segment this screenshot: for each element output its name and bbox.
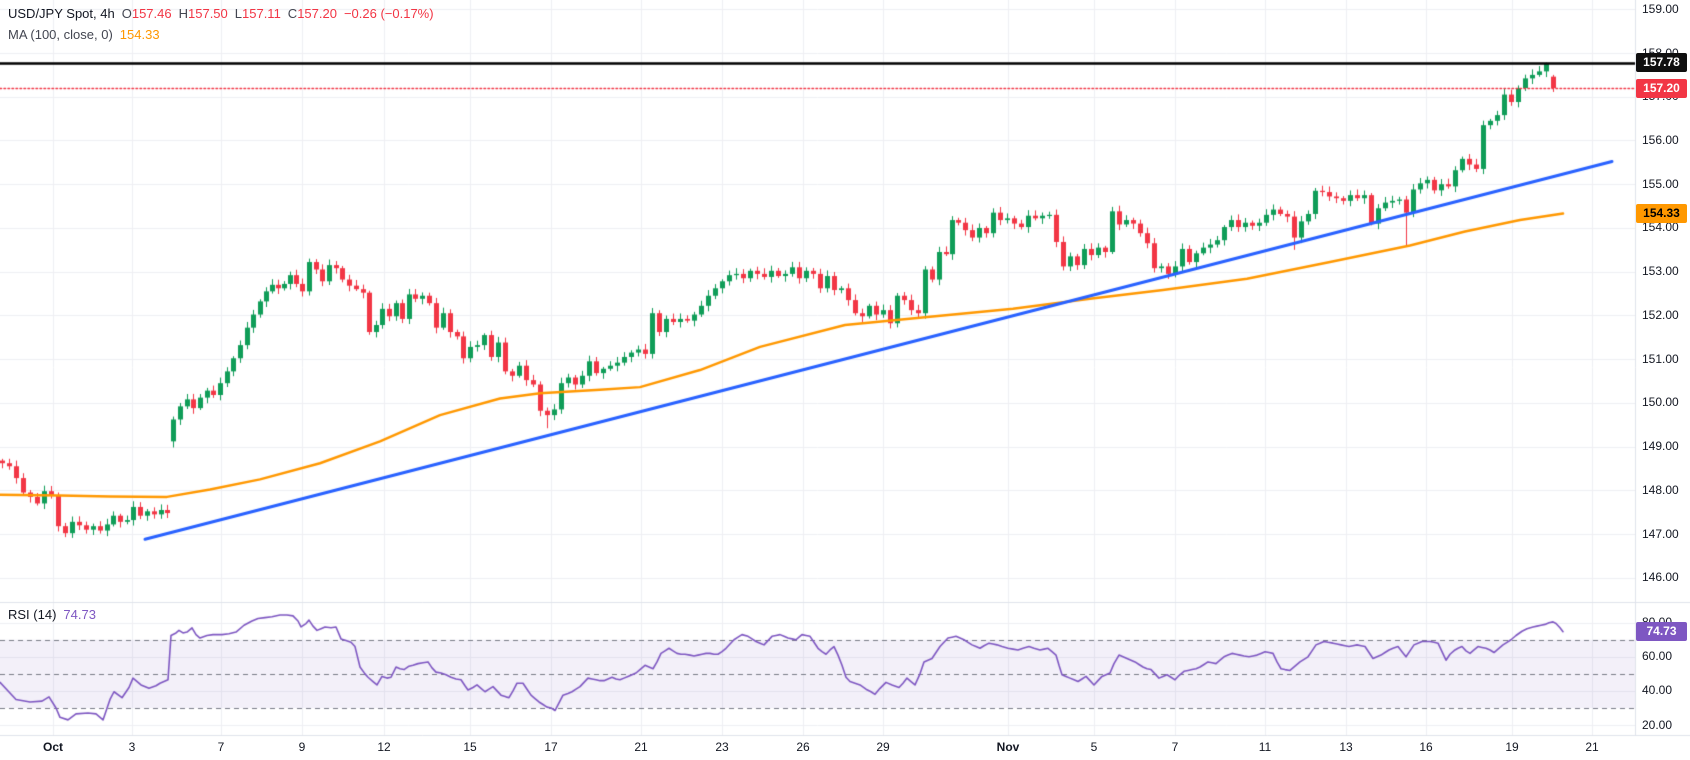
legend-ohlc-o: O157.46 (121, 6, 172, 21)
price-badge: 157.20 (1636, 78, 1687, 98)
rsi-axis-label: 40.00 (1642, 683, 1673, 698)
time-axis-label: 11 (1258, 740, 1272, 754)
time-axis-label: 17 (544, 740, 558, 754)
ma-legend-row[interactable]: MA (100, close, 0) 154.33 (8, 27, 167, 42)
price-axis-label: 150.00 (1642, 395, 1679, 410)
price-badge: 154.33 (1636, 204, 1687, 224)
price-axis-label: 147.00 (1642, 526, 1679, 541)
time-axis-label: 5 (1090, 740, 1098, 754)
ma-label: MA (100, close, 0) (8, 27, 113, 42)
rsi-value: 74.73 (63, 607, 96, 622)
price-axis-label: 146.00 (1642, 570, 1679, 585)
price-axis-label: 155.00 (1642, 176, 1679, 191)
price-axis-label: 151.00 (1642, 351, 1679, 366)
time-axis-label: 29 (876, 740, 890, 754)
time-axis-label: Oct (42, 740, 63, 754)
price-axis-label: 152.00 (1642, 307, 1679, 322)
price-axis-label: 148.00 (1642, 482, 1679, 497)
legend-ohlc: O157.46 H157.50 L157.11 C157.20 (122, 6, 344, 21)
time-axis-label: 7 (217, 740, 225, 754)
price-badge: 157.78 (1636, 53, 1687, 73)
time-axis-label: 12 (377, 740, 391, 754)
legend-ohlc-c: C157.20 (287, 6, 337, 21)
symbol-legend-row[interactable]: USD/JPY Spot, 4h O157.46 H157.50 L157.11 C15… (8, 6, 441, 21)
time-axis-label: 15 (463, 740, 477, 754)
time-axis-label: Nov (996, 740, 1020, 754)
rsi-axis-label: 60.00 (1642, 649, 1673, 664)
time-axis-label: 19 (1505, 740, 1519, 754)
time-axis-label: 9 (298, 740, 306, 754)
time-axis-label: 3 (128, 740, 136, 754)
legend-ohlc-l: L157.11 (234, 6, 281, 21)
time-axis-label: 26 (796, 740, 810, 754)
rsi-label: RSI (14) (8, 607, 57, 622)
time-axis-label: 23 (715, 740, 729, 754)
price-axis-label: 153.00 (1642, 264, 1679, 279)
price-axis-label: 156.00 (1642, 132, 1679, 147)
ma-value: 154.33 (119, 27, 160, 42)
price-axis-label: 154.00 (1642, 220, 1679, 235)
rsi-legend-row[interactable]: RSI (14) 74.73 (8, 607, 103, 622)
symbol-title: USD/JPY Spot, 4h (8, 6, 115, 21)
time-axis-label: 21 (634, 740, 648, 754)
price-axis-label: 149.00 (1642, 439, 1679, 454)
rsi-badge: 74.73 (1636, 622, 1687, 642)
time-axis-label: 21 (1585, 740, 1599, 754)
time-axis-label: 13 (1339, 740, 1353, 754)
time-axis-label: 7 (1171, 740, 1179, 754)
legend-change: −0.26 (−0.17%) (343, 6, 434, 21)
rsi-axis-label: 20.00 (1642, 717, 1673, 732)
price-axis-label: 159.00 (1642, 1, 1679, 16)
time-axis-label: 16 (1419, 740, 1433, 754)
legend-ohlc-h: H157.50 (178, 6, 228, 21)
